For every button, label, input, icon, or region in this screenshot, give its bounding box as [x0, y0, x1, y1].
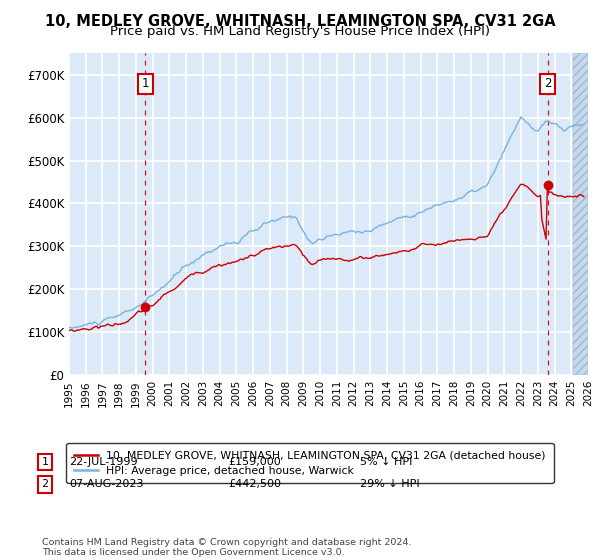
Text: 29% ↓ HPI: 29% ↓ HPI — [360, 479, 419, 489]
Text: 1: 1 — [41, 457, 49, 467]
Text: £159,000: £159,000 — [228, 457, 281, 467]
Text: Price paid vs. HM Land Registry's House Price Index (HPI): Price paid vs. HM Land Registry's House … — [110, 25, 490, 38]
Text: 2: 2 — [544, 77, 551, 90]
Text: Contains HM Land Registry data © Crown copyright and database right 2024.
This d: Contains HM Land Registry data © Crown c… — [42, 538, 412, 557]
Text: 10, MEDLEY GROVE, WHITNASH, LEAMINGTON SPA, CV31 2GA: 10, MEDLEY GROVE, WHITNASH, LEAMINGTON S… — [44, 14, 556, 29]
Text: 22-JUL-1999: 22-JUL-1999 — [69, 457, 137, 467]
Text: £442,500: £442,500 — [228, 479, 281, 489]
Text: 2: 2 — [41, 479, 49, 489]
Text: 07-AUG-2023: 07-AUG-2023 — [69, 479, 143, 489]
Text: 5% ↓ HPI: 5% ↓ HPI — [360, 457, 412, 467]
Legend: 10, MEDLEY GROVE, WHITNASH, LEAMINGTON SPA, CV31 2GA (detached house), HPI: Aver: 10, MEDLEY GROVE, WHITNASH, LEAMINGTON S… — [67, 443, 554, 483]
Text: 1: 1 — [142, 77, 149, 90]
